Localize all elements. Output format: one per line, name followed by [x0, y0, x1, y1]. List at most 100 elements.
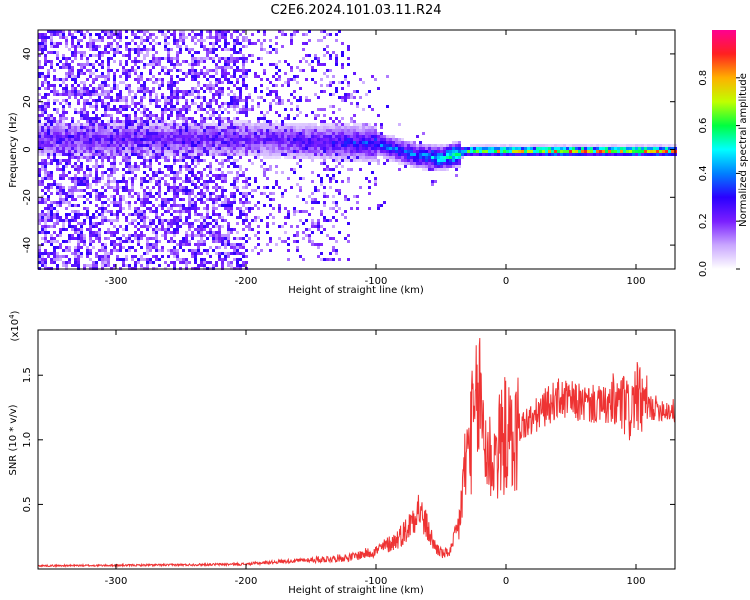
- heatmap-cell: [167, 147, 170, 150]
- heatmap-cell: [161, 213, 164, 216]
- heatmap-cell: [71, 135, 74, 138]
- heatmap-cell: [317, 60, 320, 63]
- heatmap-cell: [98, 237, 101, 240]
- heatmap-cell: [344, 210, 347, 213]
- heatmap-cell: [311, 129, 314, 132]
- heatmap-cell: [119, 45, 122, 48]
- heatmap-cell: [83, 33, 86, 36]
- heatmap-cell: [365, 156, 368, 159]
- heatmap-cell: [191, 93, 194, 96]
- heatmap-cell: [218, 60, 221, 63]
- heatmap-cell: [110, 135, 113, 138]
- heatmap-cell: [239, 129, 242, 132]
- heatmap-cell: [197, 177, 200, 180]
- heatmap-cell: [161, 66, 164, 69]
- heatmap-cell: [44, 192, 47, 195]
- heatmap-cell: [179, 207, 182, 210]
- heatmap-cell: [104, 147, 107, 150]
- heatmap-cell: [185, 141, 188, 144]
- heatmap-cell: [554, 144, 557, 147]
- heatmap-cell: [389, 138, 392, 141]
- heatmap-cell: [80, 81, 83, 84]
- heatmap-cell: [437, 156, 440, 159]
- heatmap-cell: [425, 162, 428, 165]
- heatmap-cell: [185, 165, 188, 168]
- heatmap-cell: [149, 210, 152, 213]
- heatmap-cell: [218, 228, 221, 231]
- heatmap-cell: [242, 30, 245, 33]
- heatmap-cell: [56, 99, 59, 102]
- heatmap-cell: [305, 135, 308, 138]
- heatmap-cell: [326, 129, 329, 132]
- heatmap-cell: [176, 90, 179, 93]
- heatmap-cell: [458, 156, 461, 159]
- heatmap-cell: [386, 159, 389, 162]
- heatmap-cell: [173, 132, 176, 135]
- heatmap-cell: [455, 144, 458, 147]
- heatmap-cell: [71, 177, 74, 180]
- heatmap-cell: [116, 117, 119, 120]
- heatmap-cell: [206, 84, 209, 87]
- heatmap-cell: [305, 228, 308, 231]
- heatmap-cell: [251, 54, 254, 57]
- heatmap-cell: [338, 138, 341, 141]
- heatmap-cell: [224, 132, 227, 135]
- heatmap-cell: [257, 57, 260, 60]
- heatmap-cell: [131, 39, 134, 42]
- heatmap-cell: [212, 123, 215, 126]
- heatmap-cell: [161, 111, 164, 114]
- heatmap-cell: [203, 144, 206, 147]
- heatmap-cell: [125, 264, 128, 267]
- heatmap-cell: [242, 219, 245, 222]
- heatmap-cell: [269, 204, 272, 207]
- heatmap-cell: [41, 45, 44, 48]
- heatmap-cell: [221, 180, 224, 183]
- heatmap-cell: [275, 123, 278, 126]
- heatmap-cell: [59, 150, 62, 153]
- heatmap-cell: [68, 102, 71, 105]
- heatmap-cell: [38, 162, 41, 165]
- heatmap-cell: [347, 93, 350, 96]
- heatmap-cell: [524, 144, 527, 147]
- heatmap-cell: [98, 39, 101, 42]
- heatmap-cell: [125, 147, 128, 150]
- heatmap-cell: [236, 96, 239, 99]
- heatmap-cell: [344, 132, 347, 135]
- heatmap-cell: [167, 123, 170, 126]
- heatmap-cell: [215, 117, 218, 120]
- heatmap-cell: [239, 207, 242, 210]
- heatmap-cell: [149, 147, 152, 150]
- heatmap-cell: [404, 150, 407, 153]
- heatmap-cell: [47, 225, 50, 228]
- heatmap-cell: [62, 240, 65, 243]
- heatmap-cell: [275, 96, 278, 99]
- heatmap-cell: [185, 123, 188, 126]
- heatmap-cell: [212, 234, 215, 237]
- heatmap-cell: [329, 84, 332, 87]
- heatmap-cell: [233, 228, 236, 231]
- heatmap-cell: [86, 252, 89, 255]
- heatmap-cell: [53, 261, 56, 264]
- heatmap-cell: [206, 189, 209, 192]
- heatmap-cell: [353, 141, 356, 144]
- heatmap-cell: [215, 126, 218, 129]
- heatmap-cell: [101, 165, 104, 168]
- heatmap-cell: [263, 69, 266, 72]
- heatmap-cell: [56, 246, 59, 249]
- heatmap-cell: [86, 102, 89, 105]
- heatmap-cell: [233, 123, 236, 126]
- heatmap-cell: [215, 168, 218, 171]
- heatmap-cell: [281, 144, 284, 147]
- heatmap-cell: [272, 207, 275, 210]
- heatmap-cell: [275, 144, 278, 147]
- heatmap-cell: [185, 117, 188, 120]
- heatmap-cell: [128, 135, 131, 138]
- heatmap-cell: [344, 237, 347, 240]
- heatmap-cell: [146, 54, 149, 57]
- heatmap-cell: [125, 183, 128, 186]
- heatmap-cell: [224, 243, 227, 246]
- heatmap-cell: [314, 189, 317, 192]
- heatmap-cell: [131, 180, 134, 183]
- heatmap-cell: [233, 39, 236, 42]
- heatmap-cell: [155, 57, 158, 60]
